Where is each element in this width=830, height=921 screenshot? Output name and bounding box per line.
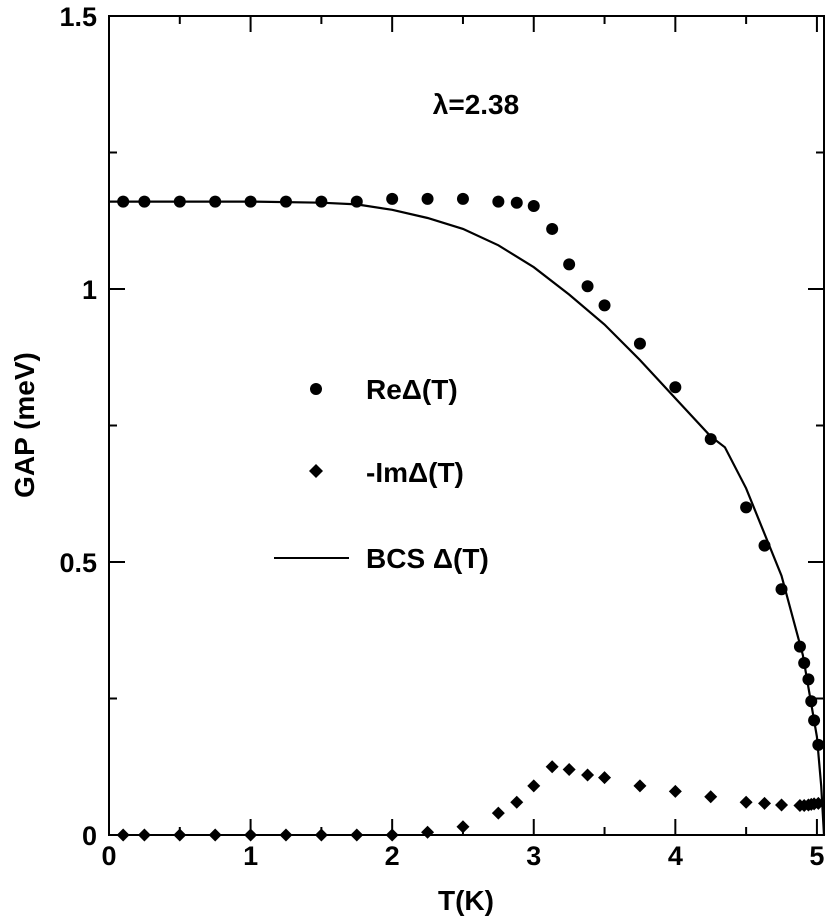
im-gap-point <box>421 825 435 839</box>
re-gap-point <box>386 192 399 205</box>
im-gap-point <box>279 828 293 842</box>
im-gap-point <box>314 828 328 842</box>
y-axis-title: GAP (meV) <box>9 352 40 498</box>
re-gap-point <box>669 381 682 394</box>
y-tick-label: 1.5 <box>59 2 97 32</box>
re-gap-point <box>492 195 505 208</box>
im-gap-point <box>668 784 682 798</box>
x-tick-label: 5 <box>809 841 824 871</box>
re-gap-point <box>456 192 469 205</box>
x-tick-label: 1 <box>243 841 258 871</box>
re-gap-point <box>633 337 646 350</box>
im-gap-point <box>562 762 576 776</box>
re-gap-point <box>510 196 523 209</box>
re-gap-point <box>546 222 559 235</box>
x-tick-label: 2 <box>385 841 400 871</box>
re-gap-point <box>421 192 434 205</box>
axis-tick-labels: 0 1 2 3 4 5 0 0.5 1 1.5 <box>59 2 824 871</box>
legend-marker-diamond <box>309 464 323 478</box>
im-gap-point <box>510 795 524 809</box>
im-gap-point <box>137 828 151 842</box>
re-gap-point <box>563 258 576 271</box>
x-tick-label: 4 <box>668 841 683 871</box>
im-gap-point <box>208 828 222 842</box>
re-gap-point <box>704 433 717 446</box>
im-gap-point <box>545 760 559 774</box>
series-layer <box>109 192 826 842</box>
im-gap-point <box>581 768 595 782</box>
im-gap-point <box>456 820 470 834</box>
y-tick-label: 1 <box>82 275 97 305</box>
x-axis-title: T(K) <box>438 885 494 916</box>
im-gap-point <box>704 790 718 804</box>
x-tick-label: 3 <box>526 841 541 871</box>
re-gap-point <box>527 200 540 213</box>
axis-ticks <box>108 15 824 836</box>
x-tick-label: 0 <box>101 841 116 871</box>
legend-label-bcs: BCS Δ(T) <box>366 543 489 574</box>
re-gap-point <box>598 299 611 312</box>
re-gap-point <box>740 501 753 514</box>
legend-marker-circle <box>310 383 322 395</box>
bcs-curve <box>109 200 826 836</box>
im-gap-point <box>173 828 187 842</box>
im-gap-point <box>739 795 753 809</box>
im-gap-point <box>633 779 647 793</box>
legend-label-im: -ImΔ(T) <box>366 457 464 488</box>
y-tick-label: 0.5 <box>59 548 97 578</box>
im-gap-point <box>244 828 258 842</box>
im-gap-point <box>385 828 399 842</box>
legend-label-re: ReΔ(T) <box>366 374 458 405</box>
im-gap-point <box>758 796 772 810</box>
plot-frame <box>108 15 825 836</box>
legend: ReΔ(T) -ImΔ(T) BCS Δ(T) <box>274 374 489 574</box>
im-gap-point <box>775 798 789 812</box>
lambda-annotation: λ=2.38 <box>433 89 519 120</box>
im-gap-point <box>598 771 612 785</box>
im-gap-point <box>350 828 364 842</box>
im-gap-point <box>491 806 505 820</box>
y-tick-label: 0 <box>82 821 97 851</box>
re-gap-point <box>581 280 594 293</box>
im-gap-point <box>116 828 130 842</box>
im-gap-point <box>527 779 541 793</box>
